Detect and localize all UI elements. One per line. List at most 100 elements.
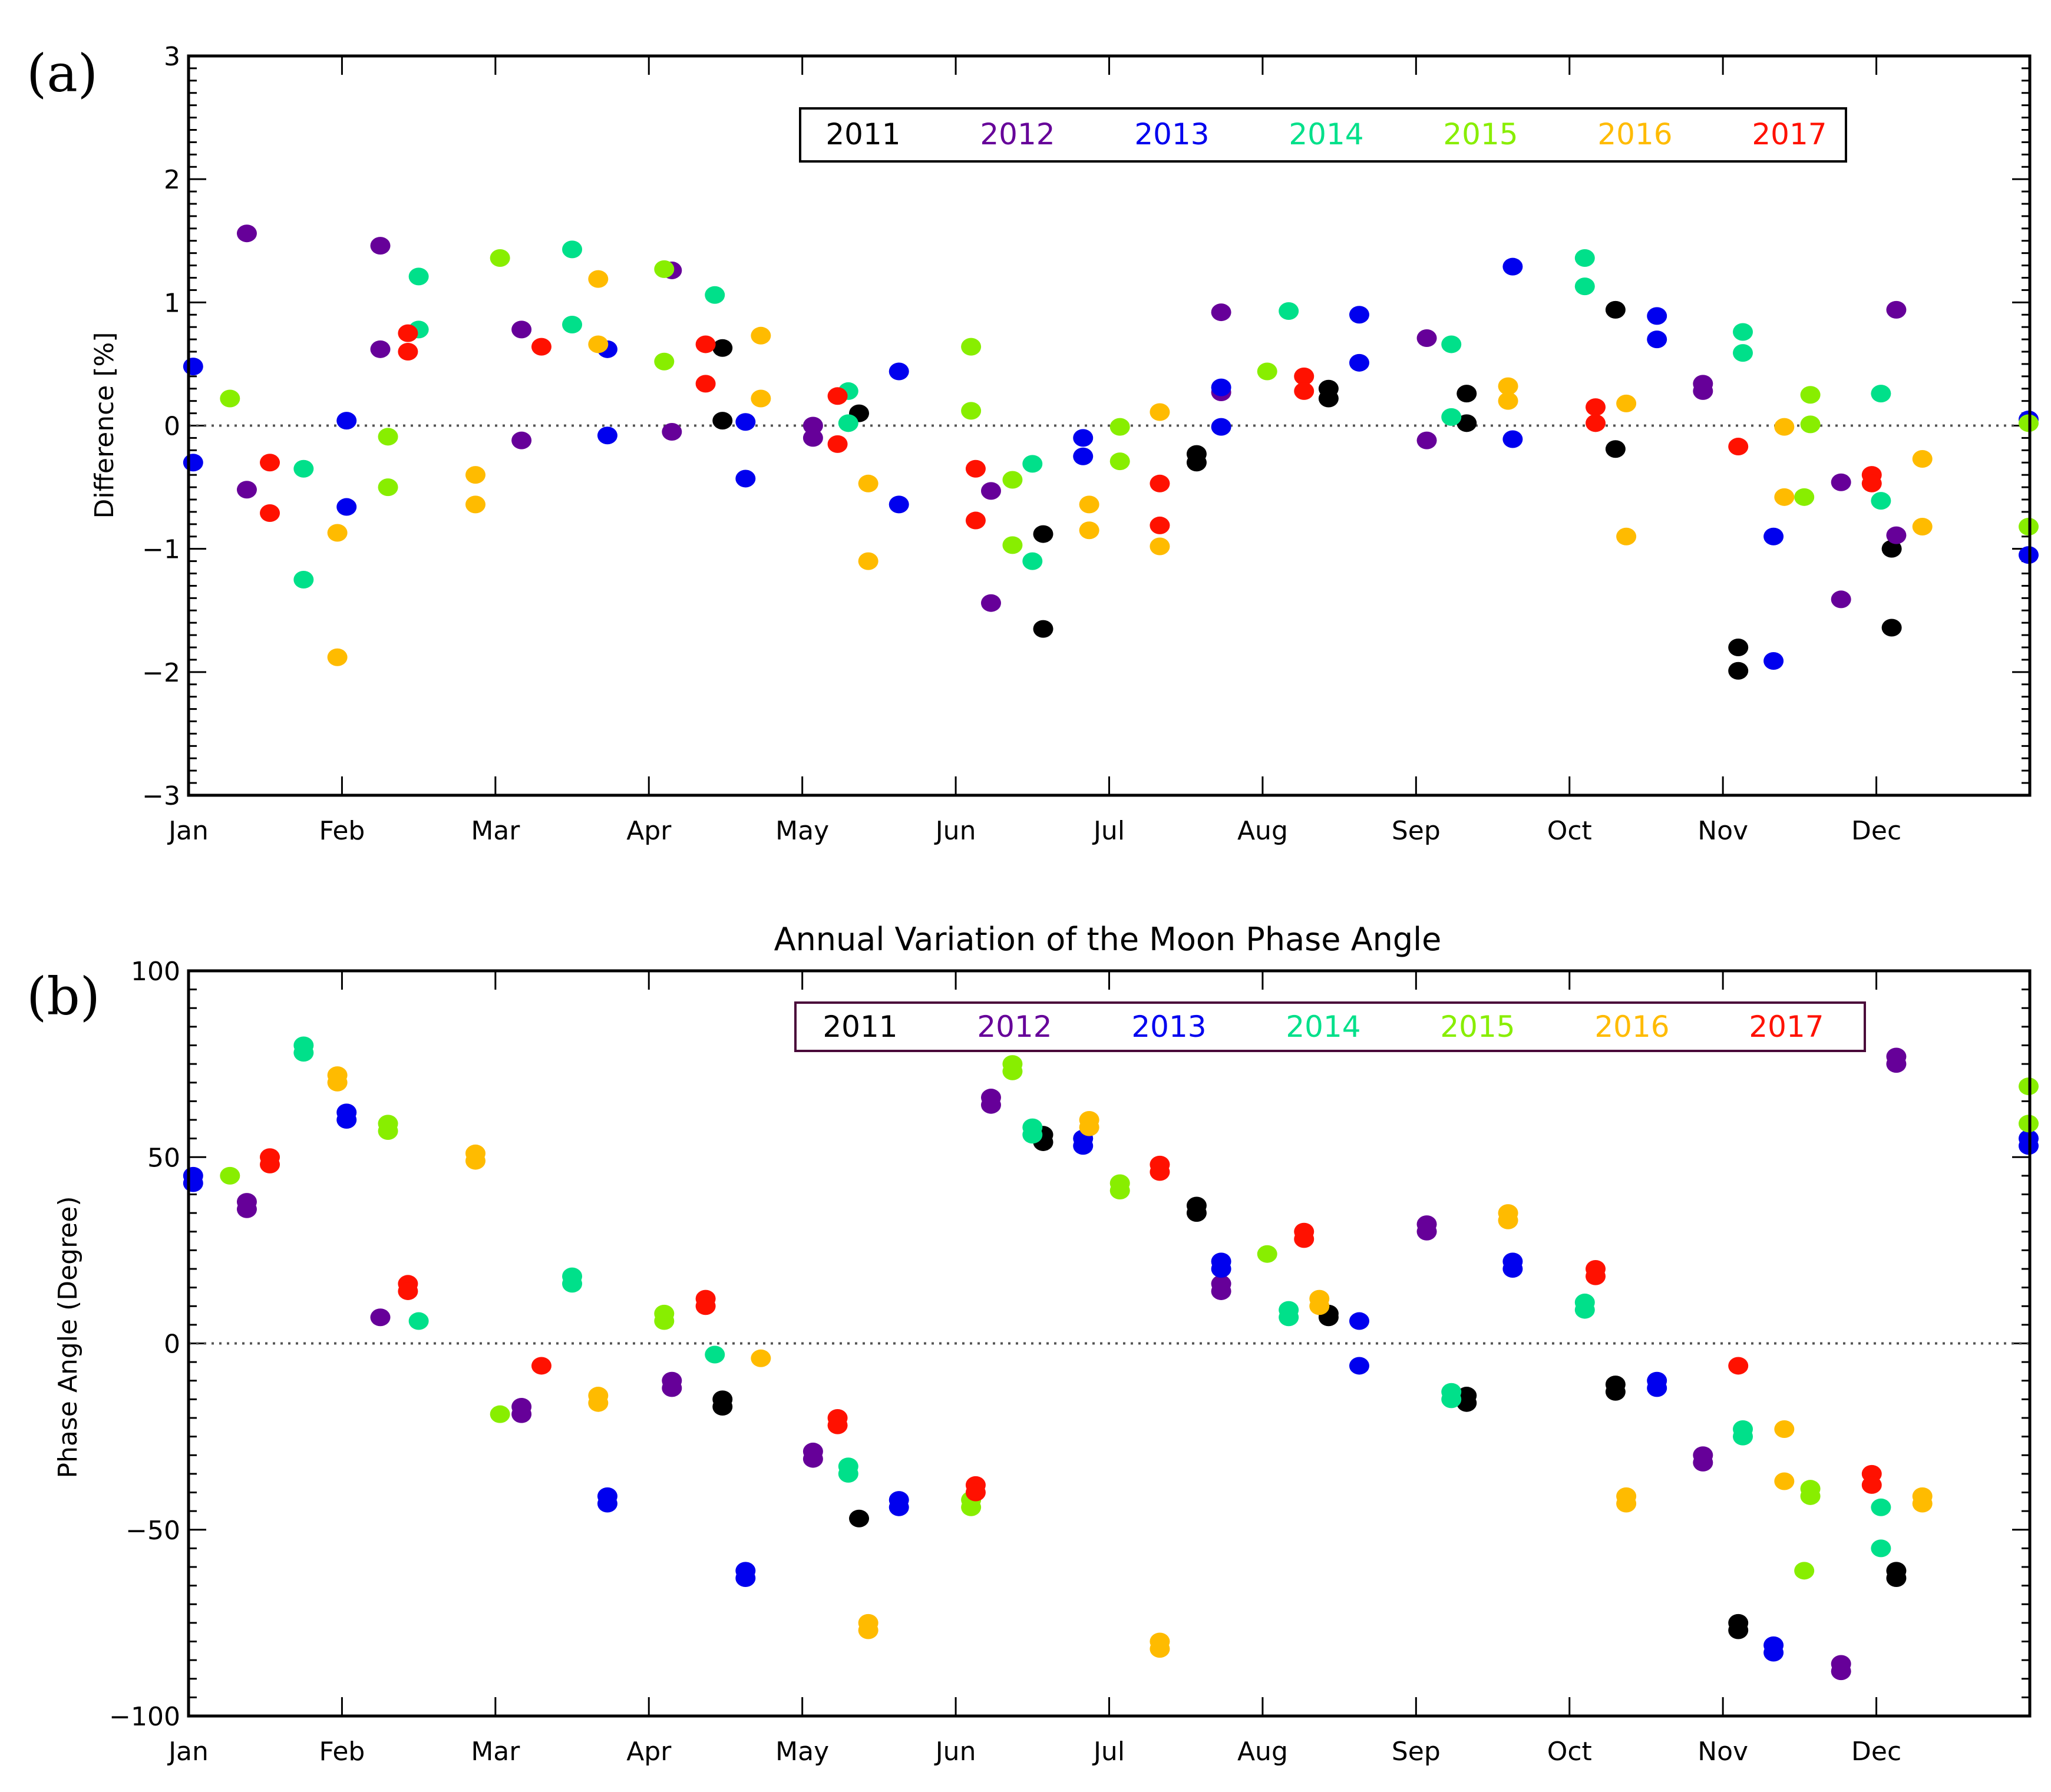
point-2017 <box>1586 398 1606 416</box>
point-2016 <box>327 524 348 542</box>
point-2015 <box>378 1122 398 1140</box>
point-2017 <box>827 1416 848 1434</box>
point-2016 <box>1774 1472 1795 1490</box>
month-label-sep: Sep <box>1392 1737 1441 1767</box>
point-2013 <box>183 358 203 376</box>
point-2017 <box>398 343 418 361</box>
point-2016 <box>1616 527 1637 545</box>
point-2013 <box>336 1111 357 1129</box>
point-2011 <box>1033 620 1053 638</box>
point-2013 <box>1349 353 1369 372</box>
legend-entry-2017: 2017 <box>1752 117 1827 151</box>
point-2017 <box>1294 1230 1315 1248</box>
month-label-aug: Aug <box>1237 1737 1288 1767</box>
point-2014 <box>293 1044 314 1062</box>
point-2016 <box>1150 537 1170 556</box>
month-label-mar: Mar <box>471 1737 520 1767</box>
point-2015 <box>961 1498 982 1516</box>
point-2012 <box>980 594 1001 612</box>
month-label-sep: Sep <box>1392 816 1441 846</box>
point-2014 <box>1441 1390 1462 1409</box>
legend-entry-2016: 2016 <box>1597 117 1672 151</box>
point-2016 <box>1498 1211 1518 1229</box>
point-2016 <box>1912 1495 1933 1513</box>
point-2015 <box>378 428 398 446</box>
legend-entry-2011: 2011 <box>823 1010 897 1044</box>
panel-b-data-points <box>183 1036 2039 1681</box>
point-2015 <box>490 1405 510 1423</box>
point-2017 <box>965 459 986 478</box>
point-2015 <box>1002 471 1023 489</box>
month-label-feb: Feb <box>319 1737 365 1767</box>
point-2017 <box>1150 474 1170 492</box>
month-label-jun: Jun <box>934 816 976 846</box>
month-label-feb: Feb <box>319 816 365 846</box>
point-2012 <box>1886 526 1907 544</box>
panel-a-plot-frame <box>187 54 2032 797</box>
panel-a-legend-box <box>799 107 1847 163</box>
point-2015 <box>378 478 398 497</box>
point-2015 <box>490 249 510 267</box>
point-2012 <box>1831 1662 1851 1681</box>
point-2012 <box>980 1096 1001 1114</box>
legend-entry-2013: 2013 <box>1134 117 1209 151</box>
month-label-apr: Apr <box>626 1737 672 1767</box>
point-2012 <box>370 1308 391 1327</box>
panel-a-difference-chart: (a) −3 −2 −1 0 1 2 3 Jan Feb Mar Apr May Jun Jul Aug S… <box>27 42 2039 846</box>
point-2016 <box>588 1394 609 1412</box>
point-2011 <box>712 1398 733 1416</box>
point-2015 <box>654 260 675 278</box>
point-2016 <box>465 466 485 484</box>
point-2013 <box>183 1174 203 1192</box>
month-label-jan: Jan <box>167 1737 209 1767</box>
point-2016 <box>1912 518 1933 536</box>
point-2011 <box>1456 414 1477 432</box>
point-2015 <box>1257 362 1277 381</box>
point-2017 <box>827 387 848 405</box>
point-2011 <box>1186 454 1207 472</box>
y-tick-label: 2 <box>164 165 180 195</box>
point-2012 <box>662 422 682 441</box>
point-2013 <box>1349 306 1369 324</box>
month-label-dec: Dec <box>1851 1737 1901 1767</box>
point-2014 <box>408 267 429 286</box>
point-2014 <box>1574 249 1595 267</box>
point-2016 <box>1498 377 1518 395</box>
point-2014 <box>293 459 314 478</box>
point-2013 <box>1349 1357 1369 1375</box>
legend-entry-2011: 2011 <box>825 117 900 151</box>
point-2017 <box>1586 1267 1606 1285</box>
point-2013 <box>1211 378 1231 396</box>
panel-b-legend-box <box>794 1001 1866 1052</box>
legend-entry-2014: 2014 <box>1286 1010 1360 1044</box>
point-2014 <box>1022 552 1043 570</box>
point-2012 <box>1886 300 1907 319</box>
point-2012 <box>1416 329 1437 347</box>
point-2016 <box>1079 495 1099 514</box>
point-2012 <box>1831 590 1851 609</box>
point-2014 <box>1279 1308 1299 1327</box>
month-label-may: May <box>775 816 829 846</box>
point-2011 <box>1728 639 1749 656</box>
point-2016 <box>1774 488 1795 506</box>
point-2012 <box>370 340 391 358</box>
y-tick-label: −2 <box>142 658 180 688</box>
point-2016 <box>1616 1495 1637 1513</box>
point-2016 <box>1912 449 1933 468</box>
y-tick-label: 50 <box>147 1143 180 1173</box>
y-tick-label: −100 <box>109 1702 180 1732</box>
point-2013 <box>597 1495 617 1513</box>
point-2017 <box>1728 1357 1749 1375</box>
point-2015 <box>220 1166 240 1185</box>
point-2013 <box>1502 1260 1523 1278</box>
point-2015 <box>1800 386 1821 404</box>
panel-b-plot-frame <box>187 969 2032 1718</box>
point-2013 <box>735 1569 756 1587</box>
point-2015 <box>220 389 240 408</box>
point-2012 <box>236 1200 257 1218</box>
point-2012 <box>1693 382 1713 400</box>
month-label-oct: Oct <box>1547 816 1592 846</box>
point-2014 <box>1733 1427 1753 1446</box>
point-2014 <box>1871 1498 1891 1516</box>
point-2014 <box>705 286 725 304</box>
